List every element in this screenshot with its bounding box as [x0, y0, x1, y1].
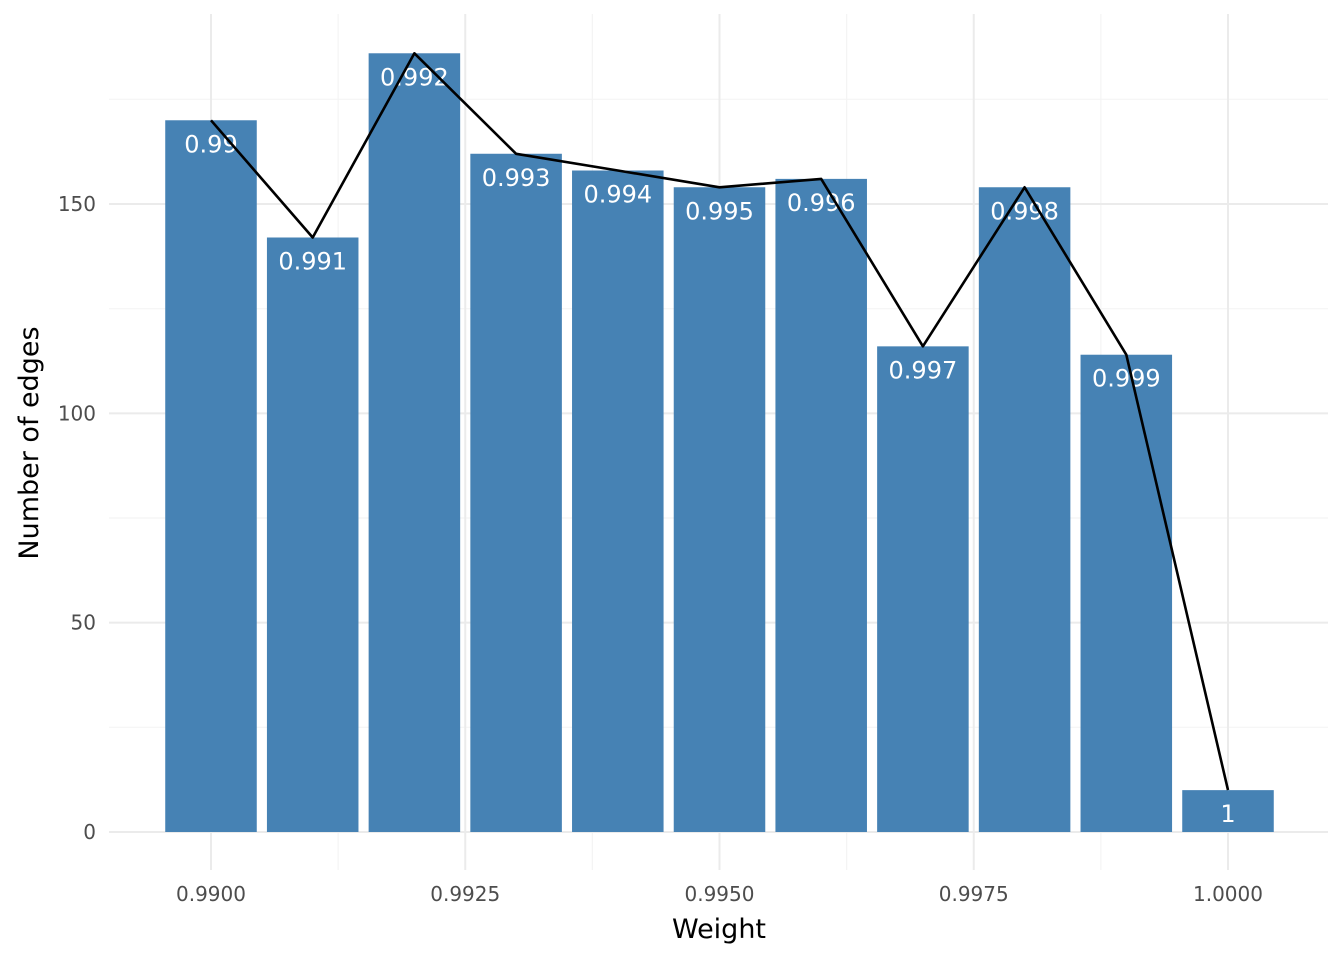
bar-value-label: 0.99 [184, 130, 237, 158]
bar [673, 187, 766, 833]
y-tick-label: 50 [71, 611, 96, 635]
bar-value-label: 1 [1220, 800, 1235, 828]
x-tick-label: 0.9950 [685, 882, 755, 906]
bar [1080, 354, 1173, 832]
bar [572, 170, 664, 833]
y-tick-label: 0 [83, 820, 96, 844]
bars [165, 53, 1274, 833]
bar [1182, 790, 1274, 832]
bar [978, 187, 1071, 833]
trend-line-layer [210, 51, 1230, 791]
x-axis-ticks: 0.9900 0.9925 0.9950 0.9975 1.0000 [176, 882, 1263, 906]
bar [470, 153, 562, 832]
bar-value-label: 0.999 [1092, 365, 1161, 393]
x-tick-label: 0.9900 [176, 882, 246, 906]
y-tick-label: 100 [58, 401, 96, 425]
bar [775, 178, 867, 832]
bar-value-label: 0.996 [787, 189, 856, 217]
x-tick-label: 0.9925 [430, 882, 500, 906]
bar-value-label: 0.995 [685, 197, 754, 225]
y-tick-label: 150 [58, 192, 96, 216]
bar [877, 346, 969, 832]
bar-value-label: 0.991 [278, 247, 347, 275]
y-axis-title: Number of edges [14, 326, 45, 559]
x-tick-label: 0.9975 [939, 882, 1009, 906]
bar-value-label: 0.994 [583, 181, 652, 209]
bar [165, 120, 257, 833]
bar-value-label: 0.997 [889, 356, 958, 384]
trend-line [210, 51, 1230, 791]
bar-value-label: 0.998 [990, 197, 1059, 225]
bar-value-label: 0.993 [482, 164, 551, 192]
x-axis-title: Weight [672, 914, 766, 945]
y-axis-ticks: 0 50 100 150 [58, 192, 96, 844]
bar [266, 237, 359, 832]
x-tick-label: 1.0000 [1193, 882, 1263, 906]
bar [368, 53, 461, 832]
